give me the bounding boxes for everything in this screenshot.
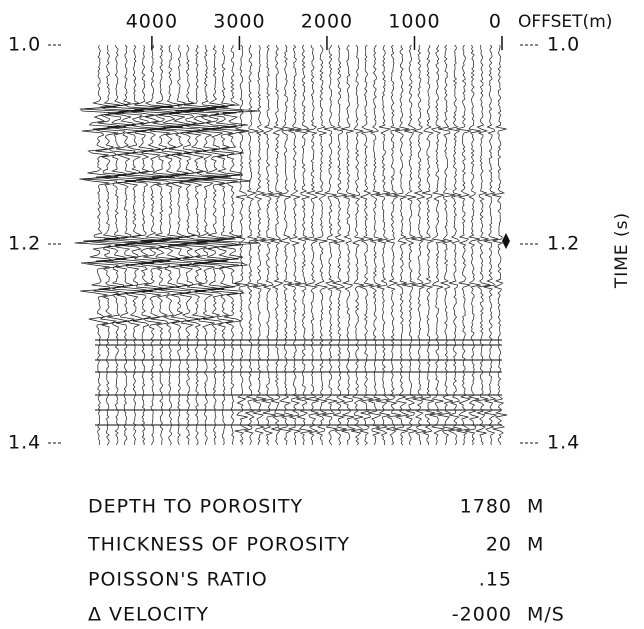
y-tick-label-right: 1.4: [547, 432, 580, 454]
parameter-unit: M/S: [527, 604, 565, 626]
trace: [277, 44, 295, 446]
trace: [367, 44, 383, 446]
trace: [456, 44, 472, 446]
trace: [359, 44, 374, 446]
trace: [243, 44, 259, 446]
y-tick-label-right: 1.2: [547, 233, 580, 255]
marker: [502, 233, 510, 249]
trace: [385, 44, 402, 446]
trace: [268, 45, 286, 446]
trace: [429, 44, 446, 446]
trace: [294, 44, 313, 446]
trace: [118, 44, 168, 446]
trace: [474, 44, 491, 446]
y-tick-label: 1.4: [8, 432, 41, 454]
x-axis-label: OFFSET(m): [518, 12, 612, 32]
trace: [207, 44, 260, 446]
trace: [402, 44, 418, 446]
trace: [350, 44, 365, 446]
trace: [81, 44, 130, 446]
trace: [196, 44, 244, 446]
seismic-traces: [74, 44, 508, 446]
y-tick-label: 1.0: [8, 34, 41, 56]
trace: [393, 44, 410, 446]
trace: [174, 44, 224, 446]
trace: [437, 44, 456, 446]
trace: [180, 44, 232, 445]
trace: [420, 44, 436, 446]
parameter-label: POISSON'S RATIO: [88, 569, 268, 591]
parameter-value: 20: [486, 534, 512, 556]
parameter-label: THICKNESS OF POROSITY: [87, 534, 350, 556]
parameter-unit: M: [527, 534, 544, 556]
trace: [124, 44, 176, 446]
y-tick-label: 1.2: [8, 233, 41, 255]
trace: [189, 44, 238, 445]
trace: [483, 44, 499, 446]
trace: [322, 44, 338, 446]
y-axis-label: TIME (s): [612, 212, 632, 289]
x-tick-label: 0: [489, 11, 502, 33]
trace: [252, 44, 267, 445]
trace: [332, 44, 348, 446]
trace: [74, 44, 121, 446]
parameter-unit: M: [527, 496, 544, 518]
trace: [234, 44, 250, 446]
parameter-value: 1780: [460, 496, 512, 518]
trace: [411, 44, 427, 446]
trace: [304, 45, 319, 446]
x-tick-label: 4000: [126, 11, 178, 33]
trace: [313, 44, 328, 446]
trace: [287, 44, 302, 446]
parameter-label: Δ VELOCITY: [88, 604, 209, 626]
x-tick-label: 2000: [301, 11, 353, 33]
trace: [447, 44, 462, 446]
parameter-label: DEPTH TO POROSITY: [88, 496, 303, 518]
trace: [375, 44, 392, 446]
trace: [260, 44, 277, 446]
trace: [340, 44, 356, 446]
parameter-value: .15: [479, 569, 512, 591]
x-tick-label: 1000: [388, 11, 440, 33]
trace: [464, 44, 481, 446]
x-tick-label: 3000: [213, 11, 265, 33]
y-tick-label-right: 1.0: [547, 34, 580, 56]
trace: [492, 44, 508, 446]
parameter-value: -2000: [452, 604, 512, 626]
